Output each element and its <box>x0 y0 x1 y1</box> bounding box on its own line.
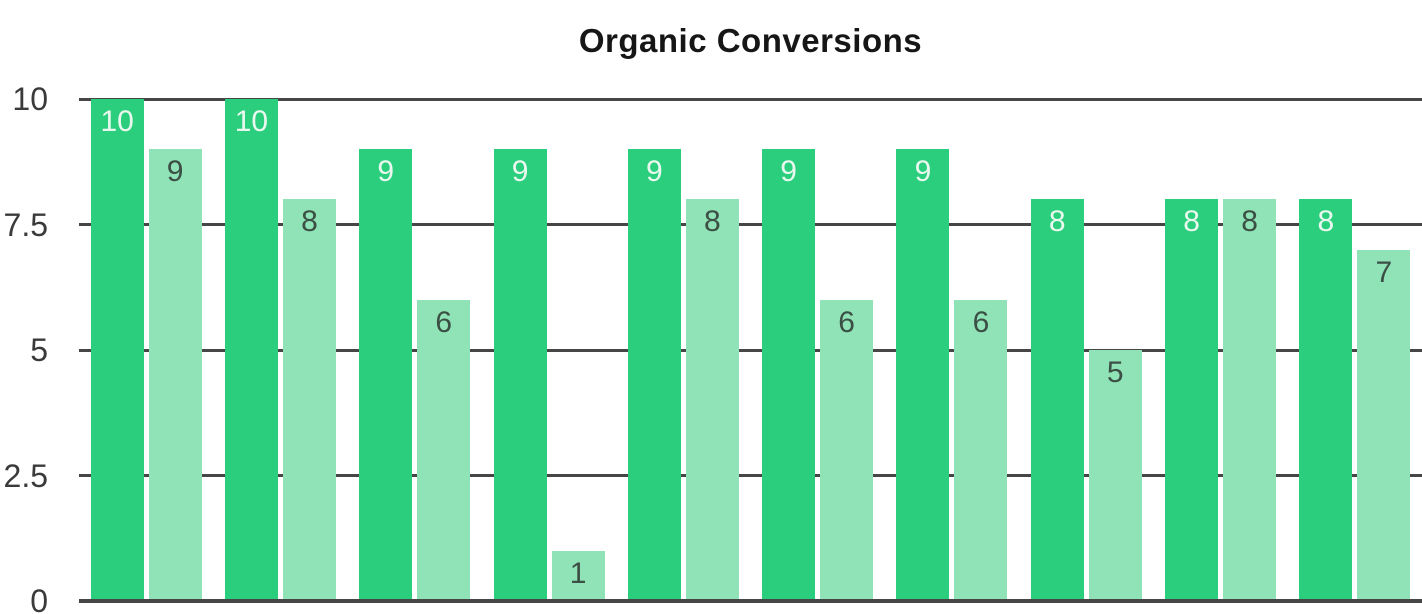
bar-value-label: 9 <box>511 155 529 189</box>
y-axis: 0 2.5 5 7.5 10 <box>0 83 52 614</box>
x-axis-baseline <box>79 599 1422 603</box>
y-tick-label: 0 <box>30 583 48 614</box>
y-tick-label: 2.5 <box>3 457 48 494</box>
bar-dark-green-8: 8 <box>1030 199 1084 601</box>
bar-value-label: 9 <box>166 155 184 189</box>
bar-value-label: 5 <box>1106 356 1124 389</box>
bar-dark-green-2: 10 <box>224 99 278 601</box>
bar-value-label: 8 <box>301 205 318 239</box>
bar-light-green-9: 8 <box>1223 199 1277 601</box>
bar-value-label: 8 <box>1317 205 1335 239</box>
bar-value-label: 6 <box>972 305 990 339</box>
bar-light-green-8: 5 <box>1088 350 1142 601</box>
bar-dark-green-5: 9 <box>627 149 681 601</box>
bar-light-green-7: 6 <box>954 299 1008 601</box>
bar-value-label: 8 <box>1048 205 1066 239</box>
bar-light-green-4: 1 <box>551 550 605 601</box>
bar-dark-green-3: 9 <box>359 149 413 601</box>
bar-value-label: 10 <box>100 105 134 138</box>
bar-light-green-10: 7 <box>1357 249 1411 601</box>
bar-light-green-3: 6 <box>417 299 471 601</box>
gridline <box>79 474 1422 477</box>
bar-value-label: 8 <box>704 205 721 239</box>
y-tick-label: 7.5 <box>3 206 48 243</box>
bar-dark-green-7: 9 <box>896 149 950 601</box>
gridline <box>79 97 1422 101</box>
bar-light-green-1: 9 <box>148 149 202 601</box>
bar-value-label: 9 <box>780 155 797 189</box>
bar-light-green-6: 6 <box>820 299 874 601</box>
bar-value-label: 6 <box>435 305 453 339</box>
bar-light-green-5: 8 <box>685 199 739 601</box>
bar-dark-green-10: 8 <box>1299 199 1353 601</box>
bar-value-label: 10 <box>234 105 269 138</box>
bar-dark-green-9: 8 <box>1165 199 1219 601</box>
bar-value-label: 8 <box>1241 205 1258 239</box>
bar-dark-green-6: 9 <box>762 149 816 601</box>
bar-value-label: 9 <box>377 155 395 189</box>
chart-title: Organic Conversions <box>578 22 923 59</box>
bar-value-label: 9 <box>914 155 932 189</box>
bar-dark-green-4: 9 <box>493 149 547 601</box>
gridline <box>79 348 1422 352</box>
bar-value-label: 7 <box>1375 255 1393 289</box>
plot-area: 10 10 9 9 9 9 9 8 8 8 9 8 6 1 8 6 6 5 8 7 <box>79 97 1422 603</box>
bar-value-label: 9 <box>646 155 663 189</box>
bar-dark-green-1: 10 <box>90 99 144 601</box>
gridline <box>79 223 1422 226</box>
bar-value-label: 8 <box>1183 205 1200 239</box>
y-tick-label: 10 <box>12 81 48 117</box>
y-tick-label: 5 <box>30 332 48 368</box>
bar-light-green-2: 8 <box>282 199 336 601</box>
bar-value-label: 1 <box>569 556 587 590</box>
bar-value-label: 6 <box>838 305 855 339</box>
